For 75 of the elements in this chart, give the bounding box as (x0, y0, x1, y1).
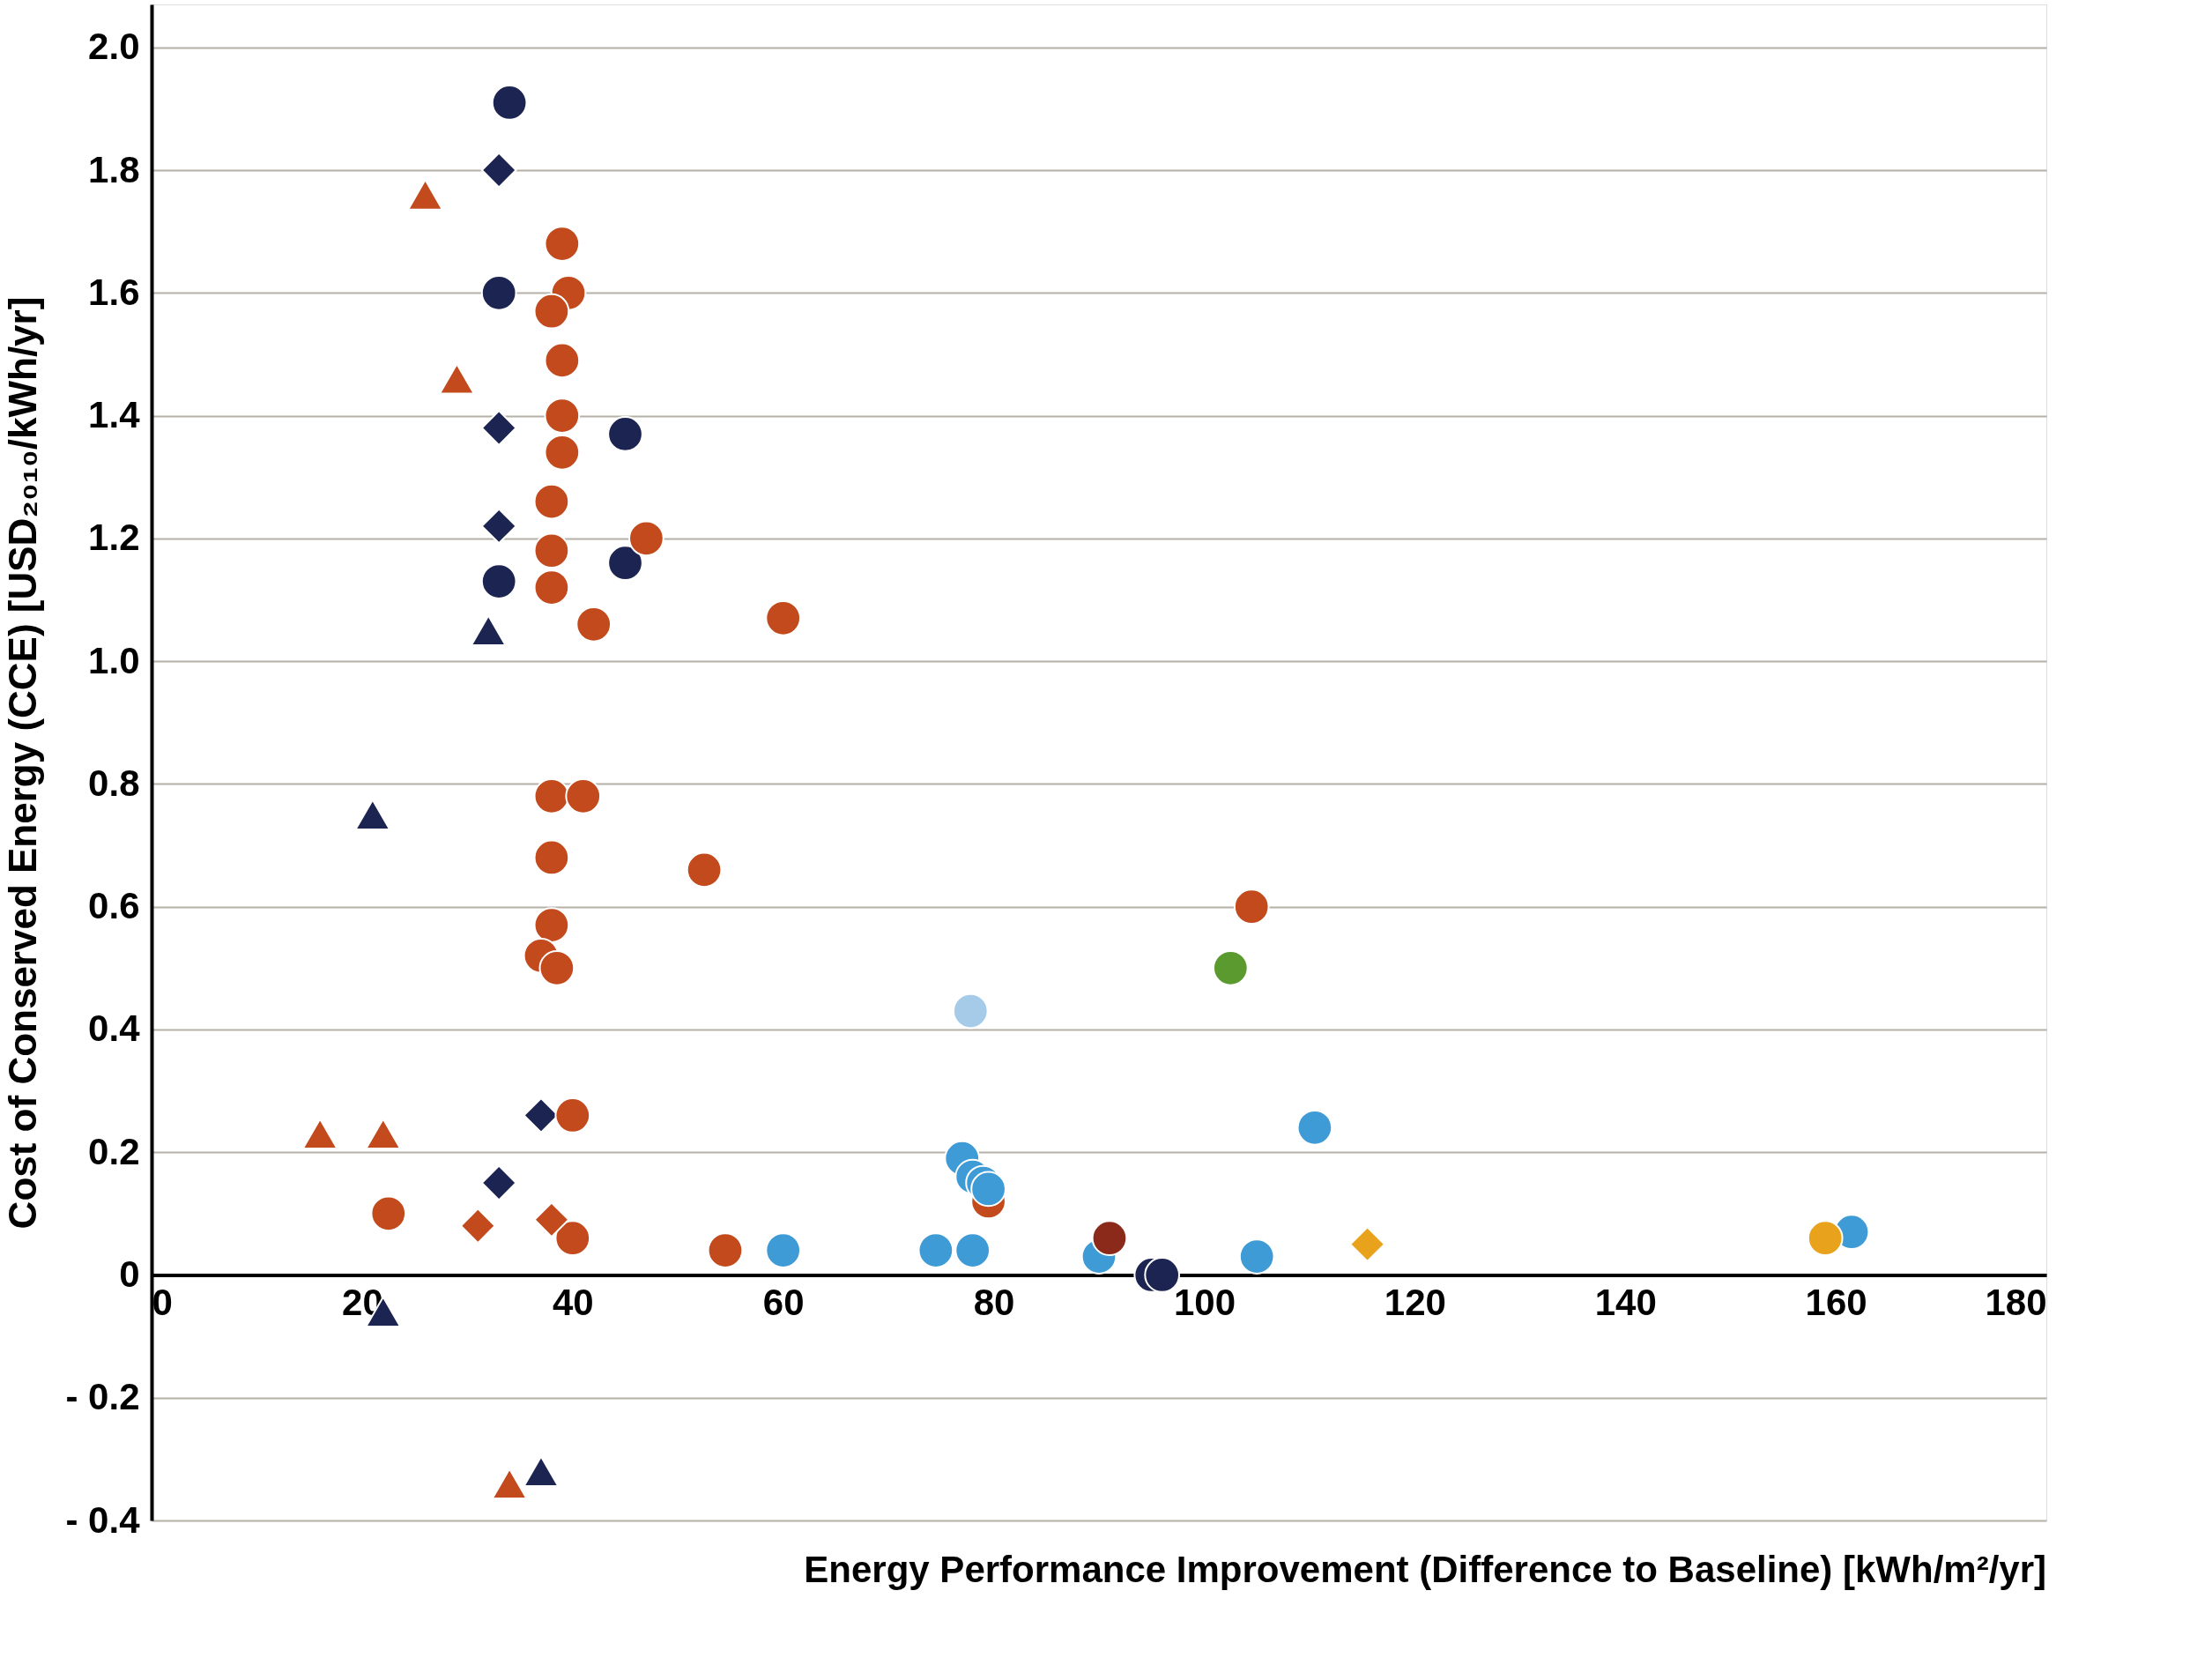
point (533, 532, 570, 569)
x-tick-label: 160 (1805, 1281, 1867, 1323)
point (707, 1232, 744, 1268)
y-tick-label: 1.8 (88, 148, 140, 190)
y-tick-label: 0 (119, 1253, 140, 1295)
point (480, 1164, 517, 1201)
point (407, 179, 443, 211)
x-tick-label: 40 (552, 1281, 594, 1323)
point (575, 606, 612, 643)
point (765, 1232, 802, 1268)
y-tick-label: - 0.4 (65, 1498, 141, 1541)
point (480, 508, 517, 545)
point (1091, 1220, 1128, 1256)
x-axis-title: Energy Performance Improvement (Difference to Baseline) [kWh/m²/yr] (804, 1549, 2046, 1590)
point (1349, 1226, 1385, 1262)
point (544, 398, 581, 434)
point (480, 274, 517, 311)
y-tick-label: 0.8 (88, 762, 140, 804)
y-tick-label: 1.4 (88, 394, 141, 436)
point (533, 1201, 570, 1238)
point (439, 363, 475, 395)
y-tick-label: 0.4 (88, 1007, 141, 1050)
point (480, 563, 517, 599)
point (954, 1232, 991, 1268)
point (523, 1455, 560, 1488)
x-tick-label: 120 (1384, 1281, 1446, 1323)
point (544, 226, 581, 262)
point (686, 851, 723, 888)
point (607, 416, 643, 452)
point (628, 520, 664, 557)
point (607, 545, 643, 582)
x-tick-label: 140 (1594, 1281, 1657, 1323)
point (354, 799, 391, 830)
point (565, 777, 602, 814)
point (1238, 1238, 1275, 1275)
point (554, 1097, 591, 1134)
point (470, 614, 507, 647)
x-tick-label: 180 (1985, 1281, 2047, 1323)
x-tick-label: 100 (1173, 1281, 1236, 1323)
point (480, 152, 517, 189)
point (970, 1171, 1006, 1208)
point (544, 435, 581, 471)
y-tick-label: 0.6 (88, 885, 140, 927)
y-tick-label: 0.2 (88, 1130, 140, 1172)
point (491, 1468, 528, 1499)
point (538, 949, 575, 986)
point (1233, 888, 1270, 925)
point (533, 483, 570, 520)
point (1212, 949, 1249, 986)
y-tick-label: 1.6 (88, 271, 140, 313)
point (533, 839, 570, 876)
y-tick-label: 1.0 (88, 639, 140, 681)
point (952, 992, 989, 1030)
y-axis-title: Cost of Conserved Energy (CCE) [USD₂₀₁₀/kWh/yr] (1, 296, 45, 1230)
point (480, 410, 517, 446)
y-tick-label: 2.0 (88, 26, 140, 68)
point (544, 342, 581, 379)
point (491, 85, 528, 121)
point (533, 293, 570, 330)
point (554, 1220, 591, 1256)
point (533, 907, 570, 943)
x-tick-label: 80 (973, 1281, 1015, 1323)
point (765, 600, 802, 636)
y-tick-label: 1.2 (88, 517, 140, 559)
point (301, 1118, 338, 1150)
y-tick-label: - 0.2 (65, 1376, 140, 1418)
point (533, 569, 570, 606)
point (365, 1118, 402, 1150)
x-tick-label: 60 (762, 1281, 805, 1323)
point (459, 1208, 496, 1245)
x-tick-label: 0 (152, 1281, 173, 1323)
point (1296, 1110, 1333, 1146)
point (1807, 1220, 1844, 1256)
point (370, 1195, 407, 1232)
point (917, 1232, 954, 1268)
